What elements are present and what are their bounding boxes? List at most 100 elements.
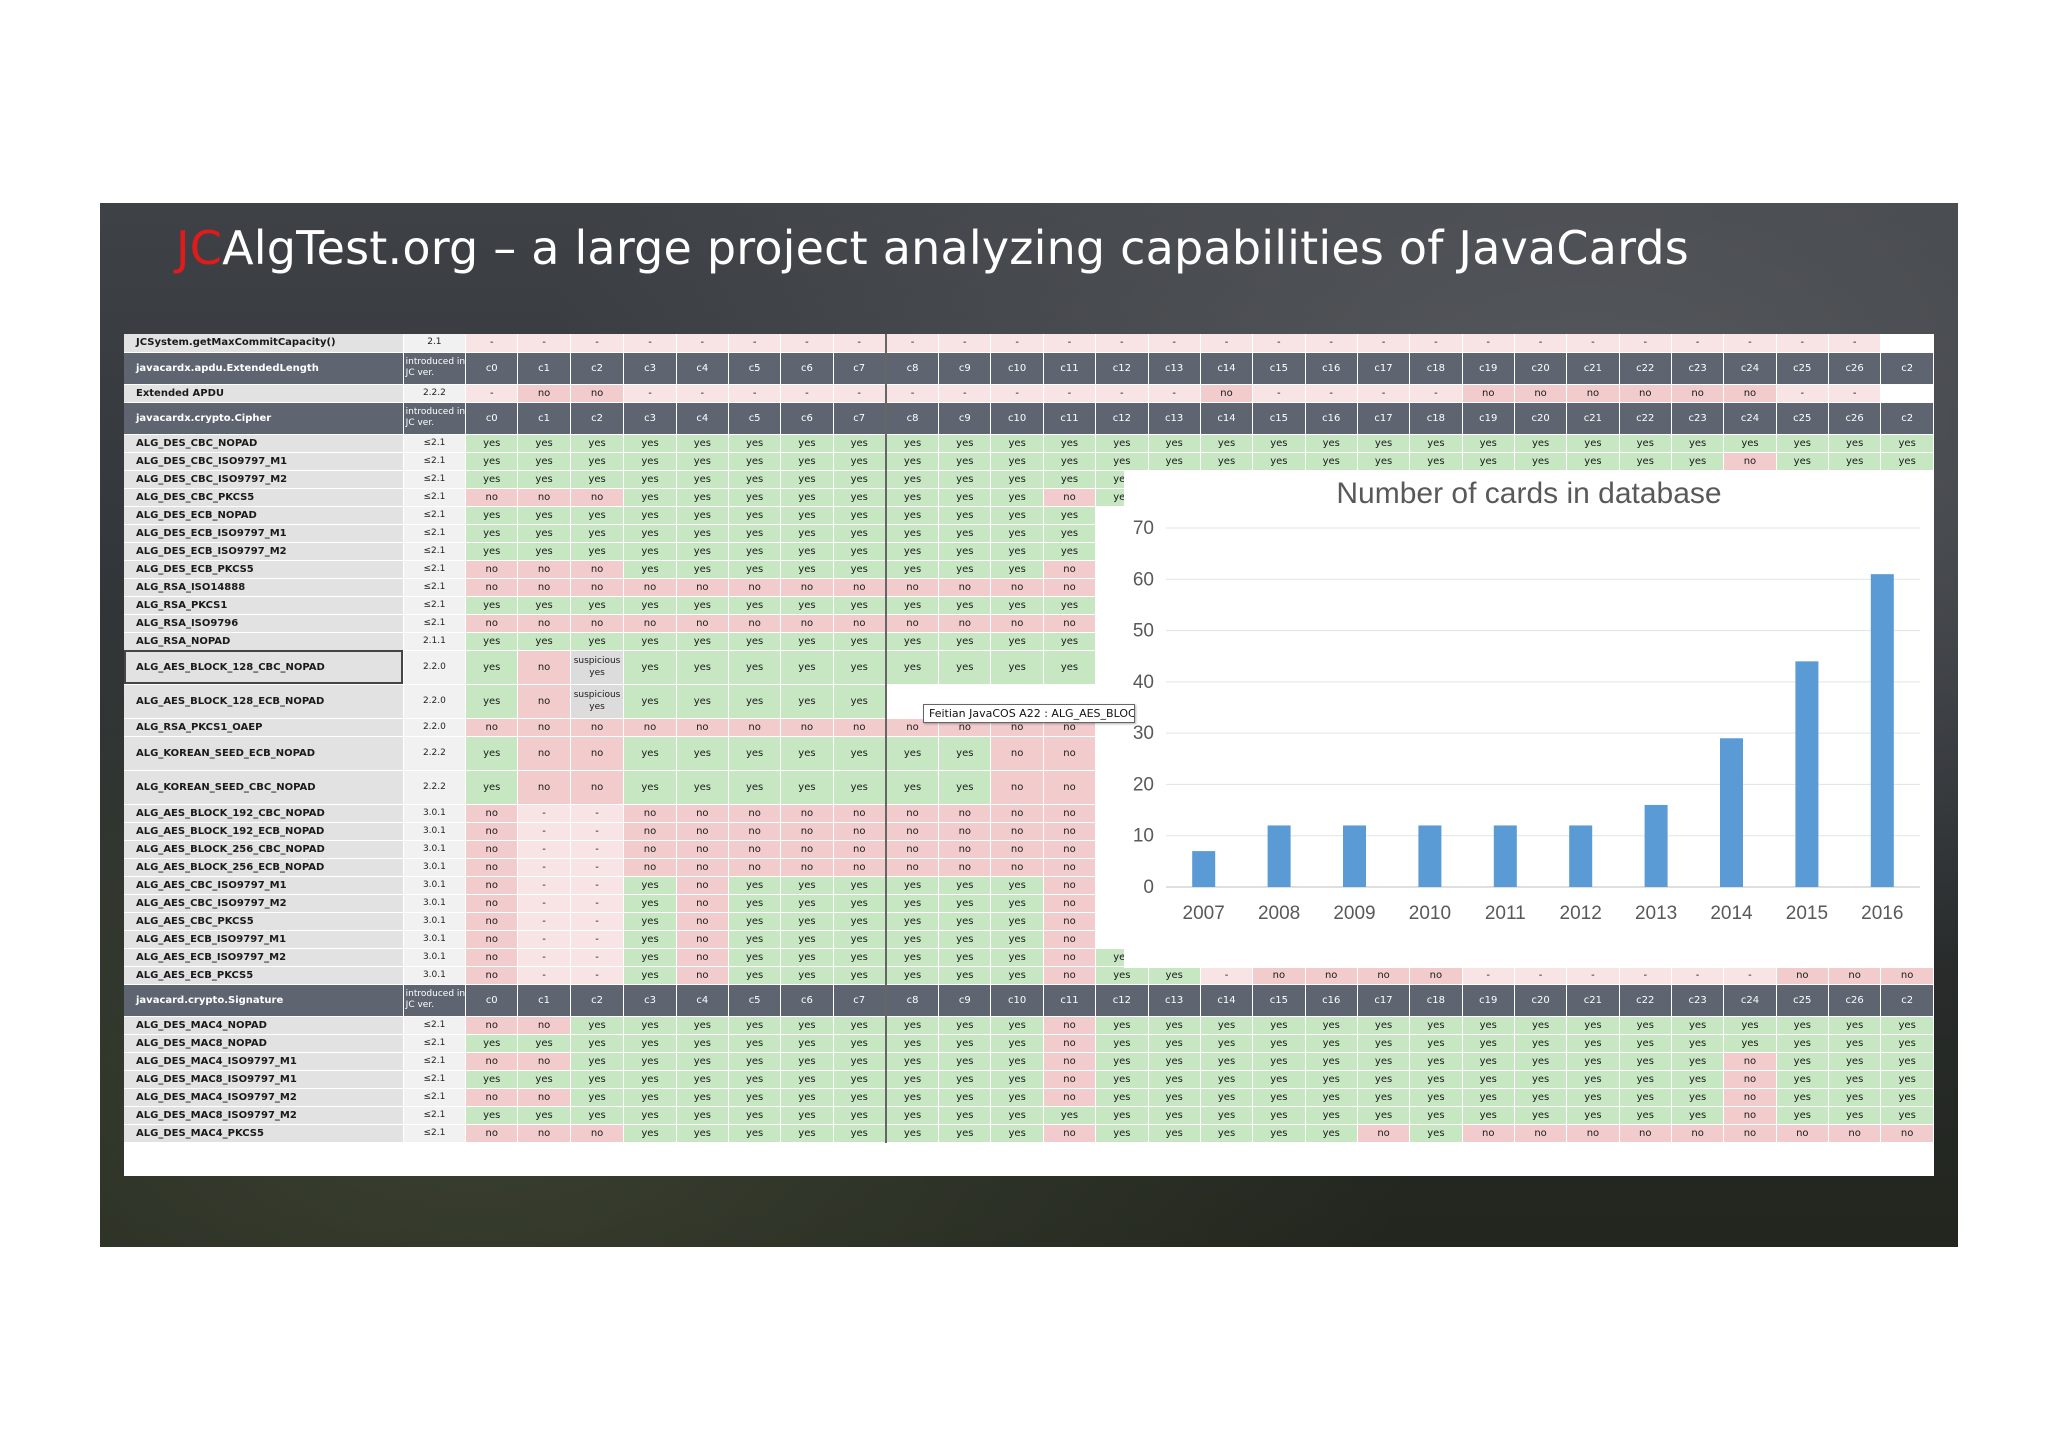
- table-cell: yes: [884, 1124, 940, 1143]
- column-header: c12: [1095, 352, 1149, 385]
- column-header: c2: [570, 984, 625, 1017]
- row-intro-version: ≤2.1: [403, 1106, 467, 1125]
- row-name: ALG_AES_ECB_PKCS5: [124, 966, 404, 985]
- table-cell: yes: [990, 948, 1044, 967]
- table-cell: no: [833, 614, 887, 633]
- table-cell: no: [728, 718, 782, 737]
- table-cell: -: [1619, 334, 1672, 353]
- table-cell: no: [465, 894, 519, 913]
- column-header: c9: [938, 984, 992, 1017]
- row-name: ALG_DES_CBC_ISO9797_M2: [124, 470, 404, 489]
- table-row: ALG_DES_CBC_ISO9797_M1 ≤2.1 yes yes yes yes ye…: [124, 452, 1934, 471]
- column-header: c14: [1200, 984, 1254, 1017]
- table-cell: no: [990, 822, 1044, 841]
- table-cell: yes: [1357, 1070, 1411, 1089]
- table-cell: no: [1043, 736, 1097, 771]
- table-cell: yes: [517, 632, 571, 651]
- table-cell: yes: [1357, 1106, 1411, 1125]
- table-cell: -: [517, 966, 571, 985]
- table-cell: -: [1828, 384, 1882, 403]
- table-cell: yes: [1514, 434, 1568, 453]
- chart-bar: [1192, 851, 1216, 887]
- table-cell: yes: [990, 596, 1044, 615]
- table-cell: yes: [1305, 1106, 1358, 1125]
- table-cell: yes: [1200, 1052, 1254, 1071]
- table-cell: yes: [1305, 1124, 1358, 1143]
- column-header: c20: [1514, 984, 1568, 1017]
- row-name: ALG_AES_BLOCK_256_ECB_NOPAD: [124, 858, 404, 877]
- chart-bar: [1720, 738, 1743, 887]
- row-intro-version: 2.1.1: [403, 632, 467, 651]
- column-header: c20: [1514, 352, 1568, 385]
- table-cell: yes: [1880, 452, 1934, 471]
- table-cell: yes: [833, 770, 887, 805]
- column-header: c18: [1409, 402, 1463, 435]
- table-cell: -: [1566, 334, 1620, 353]
- table-cell: yes: [1148, 1034, 1201, 1053]
- column-header: c15: [1252, 402, 1306, 435]
- column-header: c22: [1619, 352, 1672, 385]
- chart-bar: [1870, 574, 1894, 887]
- table-cell: yes: [1723, 1034, 1777, 1053]
- column-header: c2: [570, 402, 625, 435]
- row-name: ALG_AES_BLOCK_192_ECB_NOPAD: [124, 822, 404, 841]
- row-name: JCSystem.getMaxCommitCapacity(): [124, 334, 404, 353]
- table-cell: yes: [623, 1052, 677, 1071]
- table-cell: yes: [833, 470, 887, 489]
- table-cell: yes: [938, 542, 992, 561]
- table-cell: yes: [990, 452, 1044, 471]
- table-cell: no: [938, 858, 992, 877]
- table-cell: no: [465, 858, 519, 877]
- y-tick-label: 20: [1133, 774, 1154, 795]
- table-cell: yes: [884, 452, 940, 471]
- table-cell: no: [990, 736, 1044, 771]
- table-cell: yes: [833, 632, 887, 651]
- table-cell: yes: [1252, 452, 1306, 471]
- table-cell: yes: [1409, 434, 1463, 453]
- table-cell: yes: [728, 596, 782, 615]
- table-cell: no: [465, 614, 519, 633]
- table-cell: yes: [780, 632, 834, 651]
- column-header: c4: [676, 984, 729, 1017]
- table-cell: no: [676, 930, 729, 949]
- row-name: ALG_AES_BLOCK_128_CBC_NOPAD: [124, 650, 404, 685]
- table-cell: yes: [1148, 1088, 1201, 1107]
- table-cell: -: [517, 840, 571, 859]
- column-header: c7: [833, 984, 887, 1017]
- table-cell: yes: [465, 1106, 519, 1125]
- table-cell: no: [623, 718, 677, 737]
- table-cell: yes: [833, 560, 887, 579]
- table-cell: yes: [1566, 452, 1620, 471]
- table-cell: yes: [623, 632, 677, 651]
- row-name: Extended APDU: [124, 384, 404, 403]
- table-cell: yes: [938, 736, 992, 771]
- table-cell: yes: [884, 506, 940, 525]
- table-cell: yes: [1409, 1124, 1463, 1143]
- table-cell: yes: [517, 470, 571, 489]
- column-header: c25: [1776, 352, 1829, 385]
- table-cell: no: [780, 858, 834, 877]
- row-name: ALG_DES_MAC8_ISO9797_M1: [124, 1070, 404, 1089]
- table-cell: yes: [833, 948, 887, 967]
- table-cell: no: [1043, 578, 1097, 597]
- row-name: ALG_AES_ECB_ISO9797_M2: [124, 948, 404, 967]
- table-cell: yes: [728, 684, 782, 719]
- table-cell: yes: [1462, 1052, 1515, 1071]
- table-cell: yes: [938, 930, 992, 949]
- table-cell: yes: [465, 506, 519, 525]
- row-name: ALG_DES_ECB_ISO9797_M1: [124, 524, 404, 543]
- column-header: c26: [1828, 984, 1882, 1017]
- table-cell: yes: [1305, 1016, 1358, 1035]
- table-cell: yes: [676, 560, 729, 579]
- table-cell: yes: [833, 1124, 887, 1143]
- table-cell: -: [1566, 966, 1620, 985]
- table-cell: yes: [676, 632, 729, 651]
- table-cell: yes: [676, 434, 729, 453]
- table-cell: yes: [833, 434, 887, 453]
- title-rest: AlgTest.org – a large project analyzing …: [222, 221, 1689, 275]
- table-cell: -: [570, 840, 625, 859]
- table-cell: yes: [728, 506, 782, 525]
- table-cell: yes: [990, 1070, 1044, 1089]
- table-cell: yes: [884, 948, 940, 967]
- column-header: c16: [1305, 352, 1358, 385]
